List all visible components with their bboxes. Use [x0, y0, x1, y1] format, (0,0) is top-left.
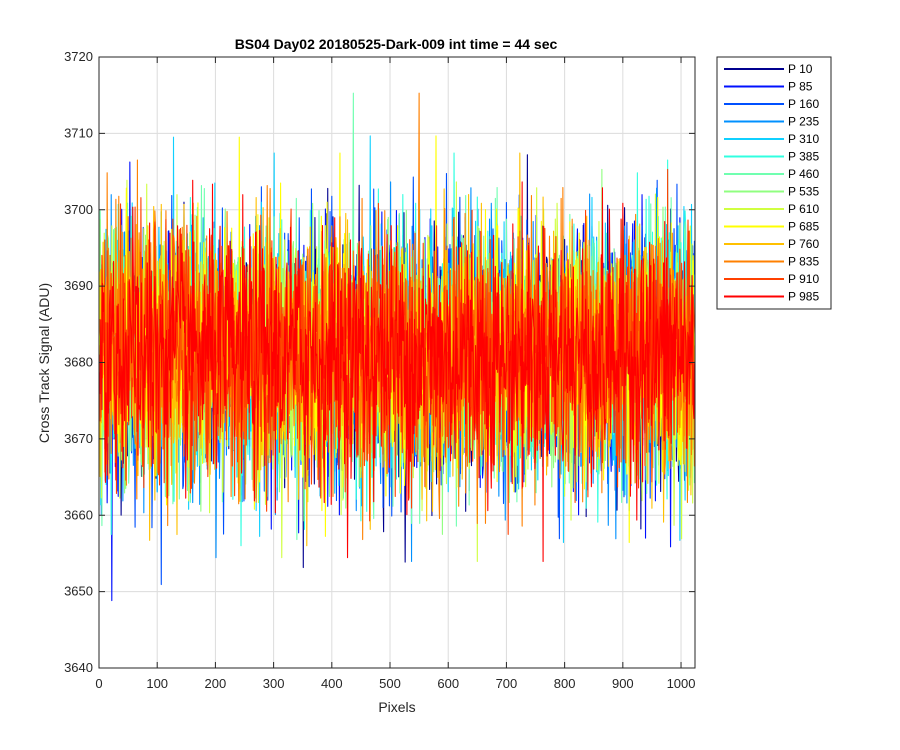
legend-entry-label: P 535 [788, 185, 819, 199]
x-axis-label: Pixels [378, 699, 415, 715]
legend: P 10 P 85 P 160 P 235 P 310 P 385 P 460 P 535 P … [716, 56, 832, 310]
legend-entry-label: P 160 [788, 97, 819, 111]
y-tick-label: 3720 [64, 49, 93, 64]
legend-entry-label: P 835 [788, 255, 819, 269]
y-tick-label: 3700 [64, 202, 93, 217]
legend-entry-label: P 310 [788, 132, 819, 146]
x-tick-label: 200 [205, 676, 227, 691]
legend-entry-label: P 985 [788, 290, 819, 304]
x-tick-label: 400 [321, 676, 343, 691]
y-tick-label: 3680 [64, 355, 93, 370]
y-tick-label: 3710 [64, 125, 93, 140]
x-tick-label: 500 [379, 676, 401, 691]
x-tick-label: 100 [146, 676, 168, 691]
legend-entry-label: P 910 [788, 272, 819, 286]
legend-entry-label: P 460 [788, 167, 819, 181]
y-tick-label: 3690 [64, 278, 93, 293]
legend-entry-label: P 235 [788, 115, 819, 129]
series-line [99, 179, 695, 563]
x-tick-label: 700 [496, 676, 518, 691]
legend-entry-label: P 760 [788, 237, 819, 251]
legend-entry-label: P 610 [788, 202, 819, 216]
legend-entry-label: P 685 [788, 220, 819, 234]
series-layer [99, 92, 695, 602]
y-tick-label: 3670 [64, 431, 93, 446]
x-tick-label: 600 [437, 676, 459, 691]
chart-title: BS04 Day02 20180525-Dark-009 int time = … [235, 36, 558, 52]
legend-entry-label: P 385 [788, 150, 819, 164]
axis-ticks: 0 100 200 300 400 500 600 700 800 900 1000 3640 3650… [64, 49, 695, 691]
legend-entry-label: P 85 [788, 80, 813, 94]
y-tick-label: 3640 [64, 660, 93, 675]
legend-entry-label: P 10 [788, 62, 813, 76]
x-tick-label: 300 [263, 676, 285, 691]
y-tick-label: 3660 [64, 507, 93, 522]
y-tick-label: 3650 [64, 584, 93, 599]
y-axis-label: Cross Track Signal (ADU) [36, 283, 52, 443]
x-tick-label: 900 [612, 676, 634, 691]
x-tick-label: 800 [554, 676, 576, 691]
x-tick-label: 0 [95, 676, 102, 691]
x-tick-label: 1000 [667, 676, 696, 691]
legend-box [716, 56, 832, 310]
